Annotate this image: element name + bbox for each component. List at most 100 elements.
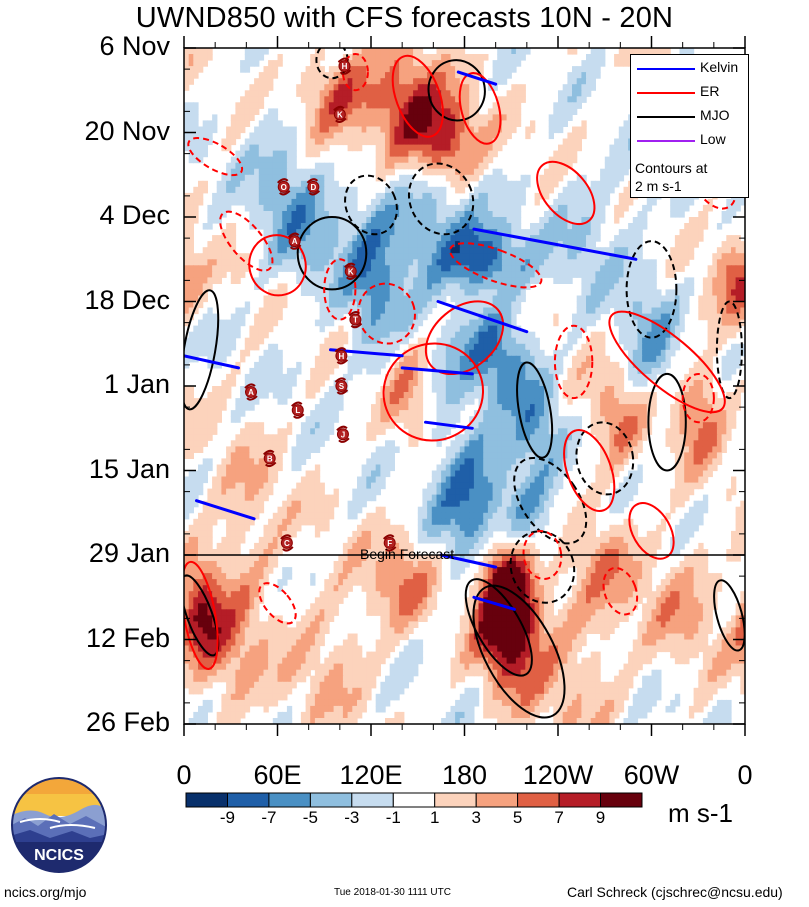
anomaly-cell xyxy=(445,72,452,79)
anomaly-cell xyxy=(417,349,424,357)
anomaly-cell xyxy=(422,138,428,146)
anomaly-cell xyxy=(548,271,554,278)
anomaly-cell xyxy=(487,367,494,375)
anomaly-cell xyxy=(300,186,307,194)
anomaly-cell xyxy=(352,60,358,67)
anomaly-cell xyxy=(520,96,526,103)
anomaly-cell xyxy=(254,78,260,85)
anomaly-cell xyxy=(324,223,330,230)
anomaly-cell xyxy=(450,66,456,73)
anomaly-cell xyxy=(235,398,241,405)
anomaly-cell xyxy=(712,277,718,284)
anomaly-cell xyxy=(600,217,606,224)
anomaly-cell xyxy=(361,96,367,103)
anomaly-cell xyxy=(716,253,723,260)
anomaly-cell xyxy=(244,168,251,176)
anomaly-cell xyxy=(226,349,232,357)
anomaly-cell xyxy=(263,277,269,284)
anomaly-cell xyxy=(403,150,409,158)
anomaly-cell xyxy=(684,241,690,248)
anomaly-cell xyxy=(679,235,685,242)
anomaly-cell xyxy=(469,319,475,327)
anomaly-cell xyxy=(469,283,475,290)
anomaly-cell xyxy=(230,253,237,260)
anomaly-cell xyxy=(702,380,709,387)
anomaly-cell xyxy=(600,168,606,176)
anomaly-cell xyxy=(291,373,297,381)
anomaly-cell xyxy=(614,301,620,309)
anomaly-cell xyxy=(193,102,199,109)
anomaly-cell xyxy=(221,138,227,146)
anomaly-cell xyxy=(244,204,251,212)
anomaly-cell xyxy=(609,289,615,296)
anomaly-cell xyxy=(272,380,279,387)
anomaly-cell xyxy=(277,392,283,399)
anomaly-cell xyxy=(216,204,222,212)
anomaly-cell xyxy=(721,319,727,327)
anomaly-cell xyxy=(530,355,536,363)
anomaly-cell xyxy=(408,307,414,315)
anomaly-cell xyxy=(328,247,335,254)
anomaly-cell xyxy=(286,204,293,212)
anomaly-cell xyxy=(487,380,494,387)
anomaly-cell xyxy=(595,349,601,357)
anomaly-cell xyxy=(478,319,484,327)
anomaly-cell xyxy=(216,398,222,405)
anomaly-cell xyxy=(651,283,657,290)
anomaly-cell xyxy=(375,48,381,55)
anomaly-cell xyxy=(511,386,517,393)
anomaly-cell xyxy=(492,289,498,296)
anomaly-cell xyxy=(357,211,363,218)
anomaly-cell xyxy=(328,361,335,369)
anomaly-cell xyxy=(548,229,554,236)
anomaly-cell xyxy=(413,108,419,115)
anomaly-cell xyxy=(328,174,335,182)
anomaly-cell xyxy=(226,337,232,345)
anomaly-cell xyxy=(530,404,536,411)
anomaly-cell xyxy=(530,367,536,375)
anomaly-cell xyxy=(333,204,339,212)
anomaly-cell xyxy=(628,404,634,411)
anomaly-cell xyxy=(544,235,550,242)
anomaly-cell xyxy=(614,265,620,272)
anomaly-cell xyxy=(431,60,438,67)
anomaly-cell xyxy=(572,186,578,194)
anomaly-cell xyxy=(333,410,339,417)
anomaly-cell xyxy=(576,78,582,85)
anomaly-cell xyxy=(600,361,606,369)
anomaly-cell xyxy=(226,132,232,140)
anomaly-cell xyxy=(539,392,545,399)
anomaly-cell xyxy=(380,204,386,212)
anomaly-cell xyxy=(646,265,653,272)
anomaly-cell xyxy=(310,126,316,134)
anomaly-cell xyxy=(202,144,208,152)
anomaly-cell xyxy=(389,404,395,411)
anomaly-cell xyxy=(385,325,391,333)
anomaly-cell xyxy=(207,271,213,278)
anomaly-cell xyxy=(511,392,517,399)
anomaly-cell xyxy=(212,126,218,134)
anomaly-cell xyxy=(515,54,522,61)
anomaly-cell xyxy=(399,66,405,73)
anomaly-cell xyxy=(380,211,386,218)
anomaly-cell xyxy=(403,265,409,272)
anomaly-cell xyxy=(459,253,466,260)
anomaly-cell xyxy=(324,361,330,369)
anomaly-cell xyxy=(618,241,625,248)
anomaly-cell xyxy=(380,78,386,85)
anomaly-cell xyxy=(282,247,288,254)
anomaly-cell xyxy=(684,229,690,236)
anomaly-cell xyxy=(254,217,260,224)
anomaly-cell xyxy=(553,229,559,236)
anomaly-cell xyxy=(371,217,377,224)
anomaly-cell xyxy=(609,156,615,164)
anomaly-cell xyxy=(586,289,592,296)
anomaly-cell xyxy=(258,126,265,134)
anomaly-cell xyxy=(310,54,316,61)
anomaly-cell xyxy=(319,168,325,176)
anomaly-cell xyxy=(254,180,260,188)
anomaly-cell xyxy=(586,295,592,303)
anomaly-cell xyxy=(249,168,255,176)
anomaly-cell xyxy=(324,96,330,103)
anomaly-cell xyxy=(352,204,358,212)
